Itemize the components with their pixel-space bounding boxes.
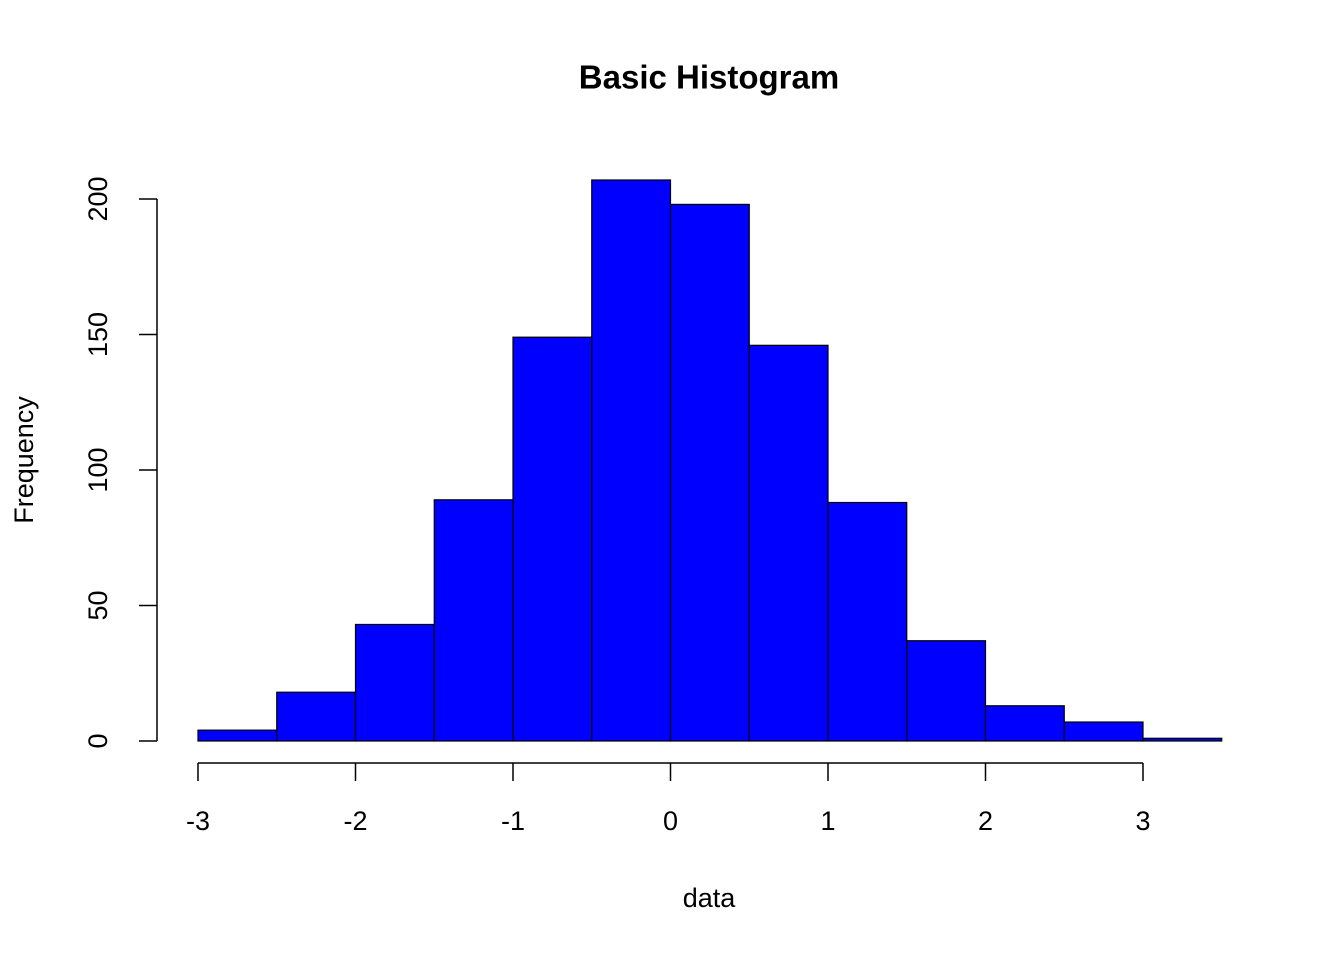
- bar: [591, 179, 672, 742]
- bar: [276, 691, 357, 742]
- y-tick-label: 200: [83, 176, 113, 221]
- y-tick-label: 100: [83, 447, 113, 492]
- y-axis-label: Frequency: [9, 396, 39, 524]
- bar: [512, 336, 593, 742]
- bar: [1063, 721, 1144, 742]
- bar: [669, 203, 750, 742]
- bar: [197, 729, 278, 742]
- x-tick-label: -1: [501, 806, 525, 836]
- bar: [748, 344, 829, 742]
- bar: [827, 501, 908, 742]
- x-axis-label: data: [683, 883, 737, 913]
- bar: [906, 640, 987, 742]
- y-tick-label: 0: [83, 733, 113, 748]
- bar: [1142, 737, 1223, 742]
- y-tick-label: 50: [83, 590, 113, 620]
- y-tick-label: 150: [83, 312, 113, 357]
- bar: [984, 705, 1065, 742]
- x-tick-label: 3: [1135, 806, 1150, 836]
- x-tick-label: 2: [978, 806, 993, 836]
- x-tick-label: -3: [186, 806, 210, 836]
- bar: [354, 623, 435, 742]
- chart-title: Basic Histogram: [579, 59, 839, 96]
- x-tick-label: 0: [663, 806, 678, 836]
- bar: [433, 499, 514, 742]
- x-tick-label: 1: [820, 806, 835, 836]
- x-tick-label: -2: [343, 806, 367, 836]
